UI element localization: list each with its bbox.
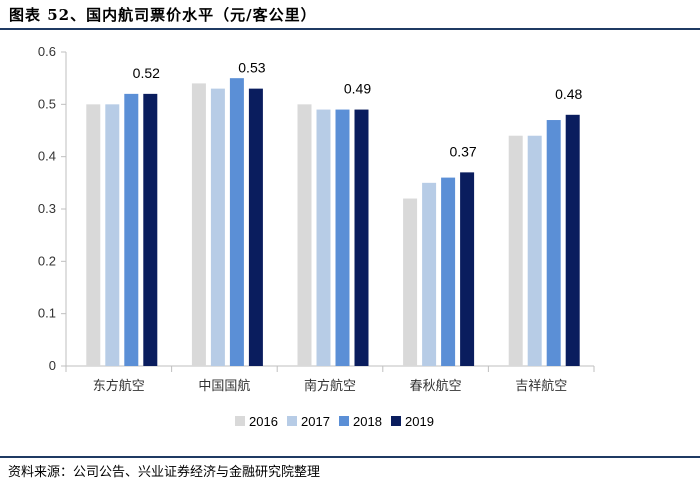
bar	[527, 135, 542, 366]
axes: 0 0.1 0.2 0.3 0.4 0.5 0.6 东方航空 中国国航 南方航空 春秋航空 吉祥航空	[38, 44, 595, 394]
data-label: 0.37	[449, 143, 476, 159]
bar	[86, 104, 101, 366]
bar	[124, 93, 139, 366]
x-category-label: 南方航空	[304, 378, 356, 394]
data-label: 0.53	[238, 60, 265, 76]
legend-label: 2019	[405, 414, 434, 429]
legend-swatch	[287, 416, 297, 426]
data-labels: 0.52 0.53 0.49 0.37 0.48	[133, 60, 583, 160]
bar	[441, 177, 456, 366]
y-tick-label: 0.2	[38, 253, 56, 268]
bar	[508, 135, 523, 366]
source-note: 资料来源：公司公告、兴业证券经济与金融研究院整理	[8, 465, 321, 480]
bar	[248, 88, 263, 366]
bar	[403, 198, 418, 366]
y-tick-label: 0.3	[38, 201, 56, 216]
bar	[105, 104, 120, 366]
y-tick-label: 0	[49, 358, 56, 373]
y-tick-label: 0.5	[38, 96, 56, 111]
bar	[229, 78, 244, 366]
y-tick-label: 0.1	[38, 306, 56, 321]
x-category-label: 中国国航	[198, 378, 250, 394]
data-label: 0.49	[344, 81, 371, 97]
chart-title: 图表 52、国内航司票价水平（元/客公里）	[9, 6, 317, 24]
legend-label: 2018	[353, 414, 382, 429]
legend-swatch	[235, 416, 245, 426]
bar	[297, 104, 312, 366]
data-label: 0.52	[133, 65, 160, 81]
x-category-label: 东方航空	[93, 378, 145, 394]
bar	[143, 93, 158, 366]
bar	[422, 182, 437, 366]
legend-label: 2017	[301, 414, 330, 429]
y-tick-label: 0.4	[38, 149, 56, 164]
bars	[86, 78, 580, 367]
bar	[210, 88, 225, 366]
bar	[565, 114, 580, 366]
bar	[191, 83, 206, 367]
footer-rule	[0, 456, 700, 458]
y-tick-label: 0.6	[38, 44, 56, 59]
legend-swatch	[391, 416, 401, 426]
bar	[335, 109, 350, 367]
x-category-label: 春秋航空	[410, 378, 462, 394]
legend: 2016 2017 2018 2019	[235, 414, 434, 429]
bar	[460, 172, 475, 366]
legend-swatch	[339, 416, 349, 426]
bar	[316, 109, 331, 367]
legend-label: 2016	[249, 414, 278, 429]
data-label: 0.48	[555, 86, 582, 102]
header-rule	[0, 28, 700, 30]
x-category-label: 吉祥航空	[515, 378, 567, 394]
bar	[354, 109, 369, 367]
bar	[546, 120, 561, 367]
